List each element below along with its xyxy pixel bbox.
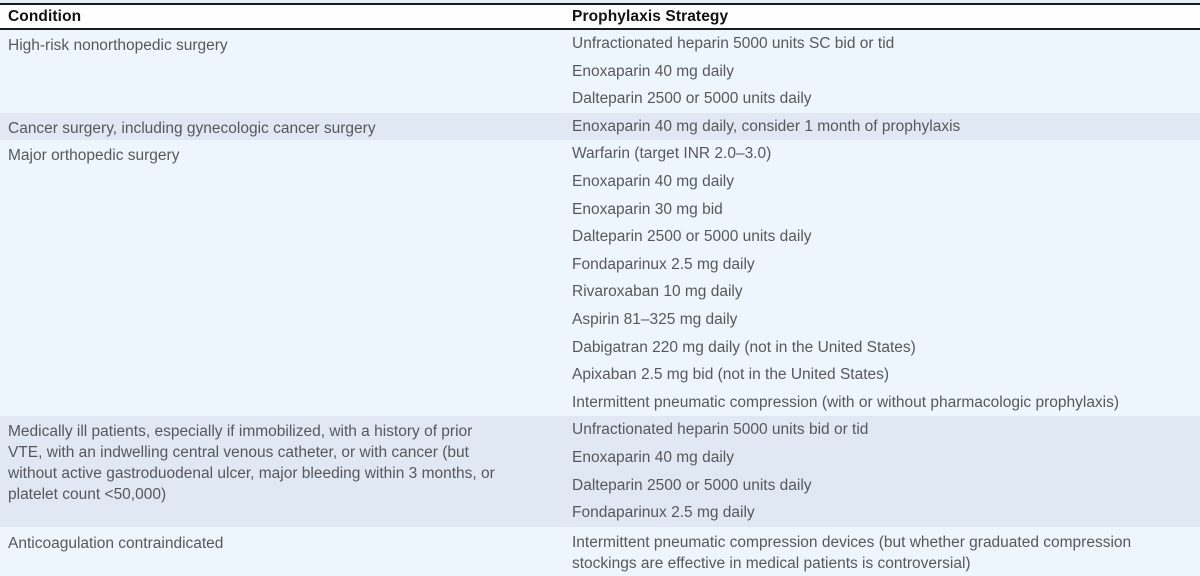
condition-cell: Anticoagulation contraindicated	[8, 534, 224, 552]
strategy-line: Fondaparinux 2.5 mg daily	[572, 255, 755, 273]
table-row: Cancer surgery, including gynecologic ca…	[0, 112, 1200, 141]
strategy-cell: Warfarin (target INR 2.0–3.0) Enoxaparin …	[564, 140, 1200, 416]
strategy-line: Unfractionated heparin 5000 units bid or…	[572, 421, 869, 439]
strategy-line: Dalteparin 2500 or 5000 units daily	[572, 228, 812, 246]
strategy-line: Dalteparin 2500 or 5000 units daily	[572, 90, 812, 108]
strategy-line: Enoxaparin 30 mg bid	[572, 200, 723, 218]
strategy-cell: Enoxaparin 40 mg daily, consider 1 month…	[564, 113, 1200, 141]
condition-cell: Major orthopedic surgery	[8, 147, 180, 165]
strategy-line: Warfarin (target INR 2.0–3.0)	[572, 145, 772, 163]
strategy-line: Intermittent pneumatic compression devic…	[572, 533, 1132, 572]
table-row: Major orthopedic surgery Warfarin (targe…	[0, 140, 1200, 417]
strategy-line: Apixaban 2.5 mg bid (not in the United S…	[572, 366, 890, 384]
table-top-strip	[0, 0, 1200, 3]
table-body: High-risk nonorthopedic surgery Unfracti…	[0, 30, 1200, 576]
strategy-line: Aspirin 81–325 mg daily	[572, 310, 738, 328]
strategy-line: Unfractionated heparin 5000 units SC bid…	[572, 35, 895, 52]
strategy-cell: Unfractionated heparin 5000 units bid or…	[564, 416, 1200, 526]
strategy-line: Enoxaparin 40 mg daily, consider 1 month…	[572, 117, 961, 135]
strategy-line: Dalteparin 2500 or 5000 units daily	[572, 476, 812, 494]
condition-cell: High-risk nonorthopedic surgery	[8, 37, 228, 54]
condition-cell: Medically ill patients, especially if im…	[8, 423, 495, 504]
strategy-line: Enoxaparin 40 mg daily	[572, 172, 734, 190]
strategy-cell: Unfractionated heparin 5000 units SC bid…	[564, 30, 1200, 113]
column-header-condition: Condition	[8, 7, 82, 25]
column-header-prophylaxis-strategy: Prophylaxis Strategy	[572, 7, 729, 25]
strategy-cell: Intermittent pneumatic compression devic…	[564, 527, 1200, 576]
table-row: Medically ill patients, especially if im…	[0, 416, 1200, 527]
table-row: Anticoagulation contraindicated Intermit…	[0, 526, 1200, 576]
strategy-line: Enoxaparin 40 mg daily	[572, 62, 734, 80]
condition-cell: Cancer surgery, including gynecologic ca…	[8, 119, 376, 137]
table-header-row: Condition Prophylaxis Strategy	[0, 3, 1200, 30]
strategy-line: Dabigatran 220 mg daily (not in the Unit…	[572, 338, 916, 356]
strategy-line: Intermittent pneumatic compression (with…	[572, 393, 1120, 411]
strategy-line: Enoxaparin 40 mg daily	[572, 448, 734, 466]
strategy-line: Rivaroxaban 10 mg daily	[572, 283, 743, 301]
strategy-line: Fondaparinux 2.5 mg daily	[572, 504, 755, 522]
table-row: High-risk nonorthopedic surgery Unfracti…	[0, 30, 1200, 113]
